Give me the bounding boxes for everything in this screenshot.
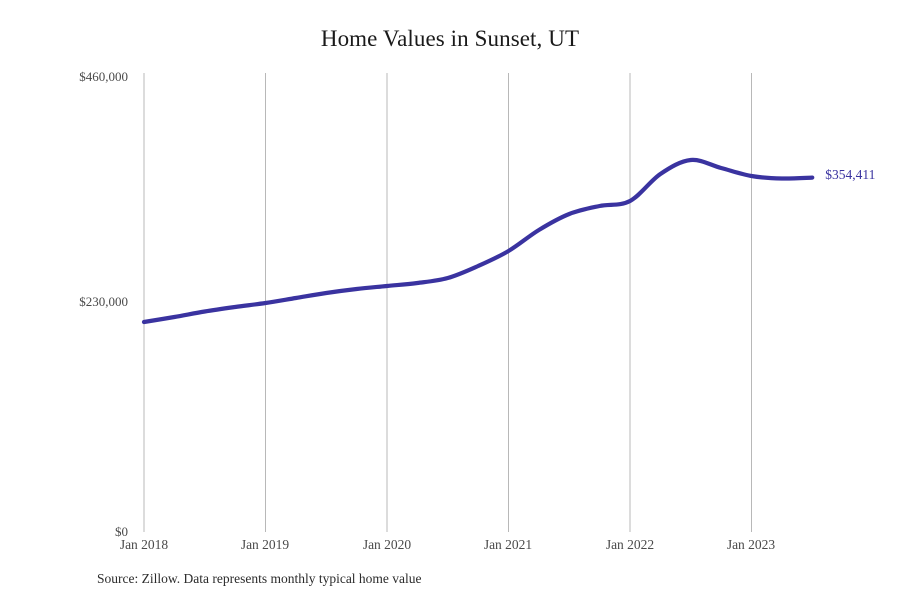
x-axis-tick-jan-2020: Jan 2020	[362, 537, 412, 552]
data-line-typical-home-value	[141, 157, 815, 325]
y-axis-tick-230000: $230,000	[79, 294, 128, 309]
x-axis-tick-jan-2021: Jan 2021	[483, 537, 533, 552]
chart-title: Home Values in Sunset, UT	[320, 26, 580, 51]
x-gridlines	[143, 73, 752, 532]
x-axis-tick-jan-2019: Jan 2019	[240, 537, 290, 552]
y-axis-tick-0: $0	[115, 524, 128, 539]
source-note: Source: Zillow. Data represents monthly …	[97, 571, 422, 586]
y-axis-tick-460000: $460,000	[79, 69, 128, 84]
x-axis-tick-jan-2023: Jan 2023	[726, 537, 776, 552]
series-end-value-label: $354,411	[825, 166, 876, 182]
x-axis-tick-jan-2018: Jan 2018	[119, 537, 169, 552]
x-axis-tick-jan-2022: Jan 2022	[605, 537, 655, 552]
